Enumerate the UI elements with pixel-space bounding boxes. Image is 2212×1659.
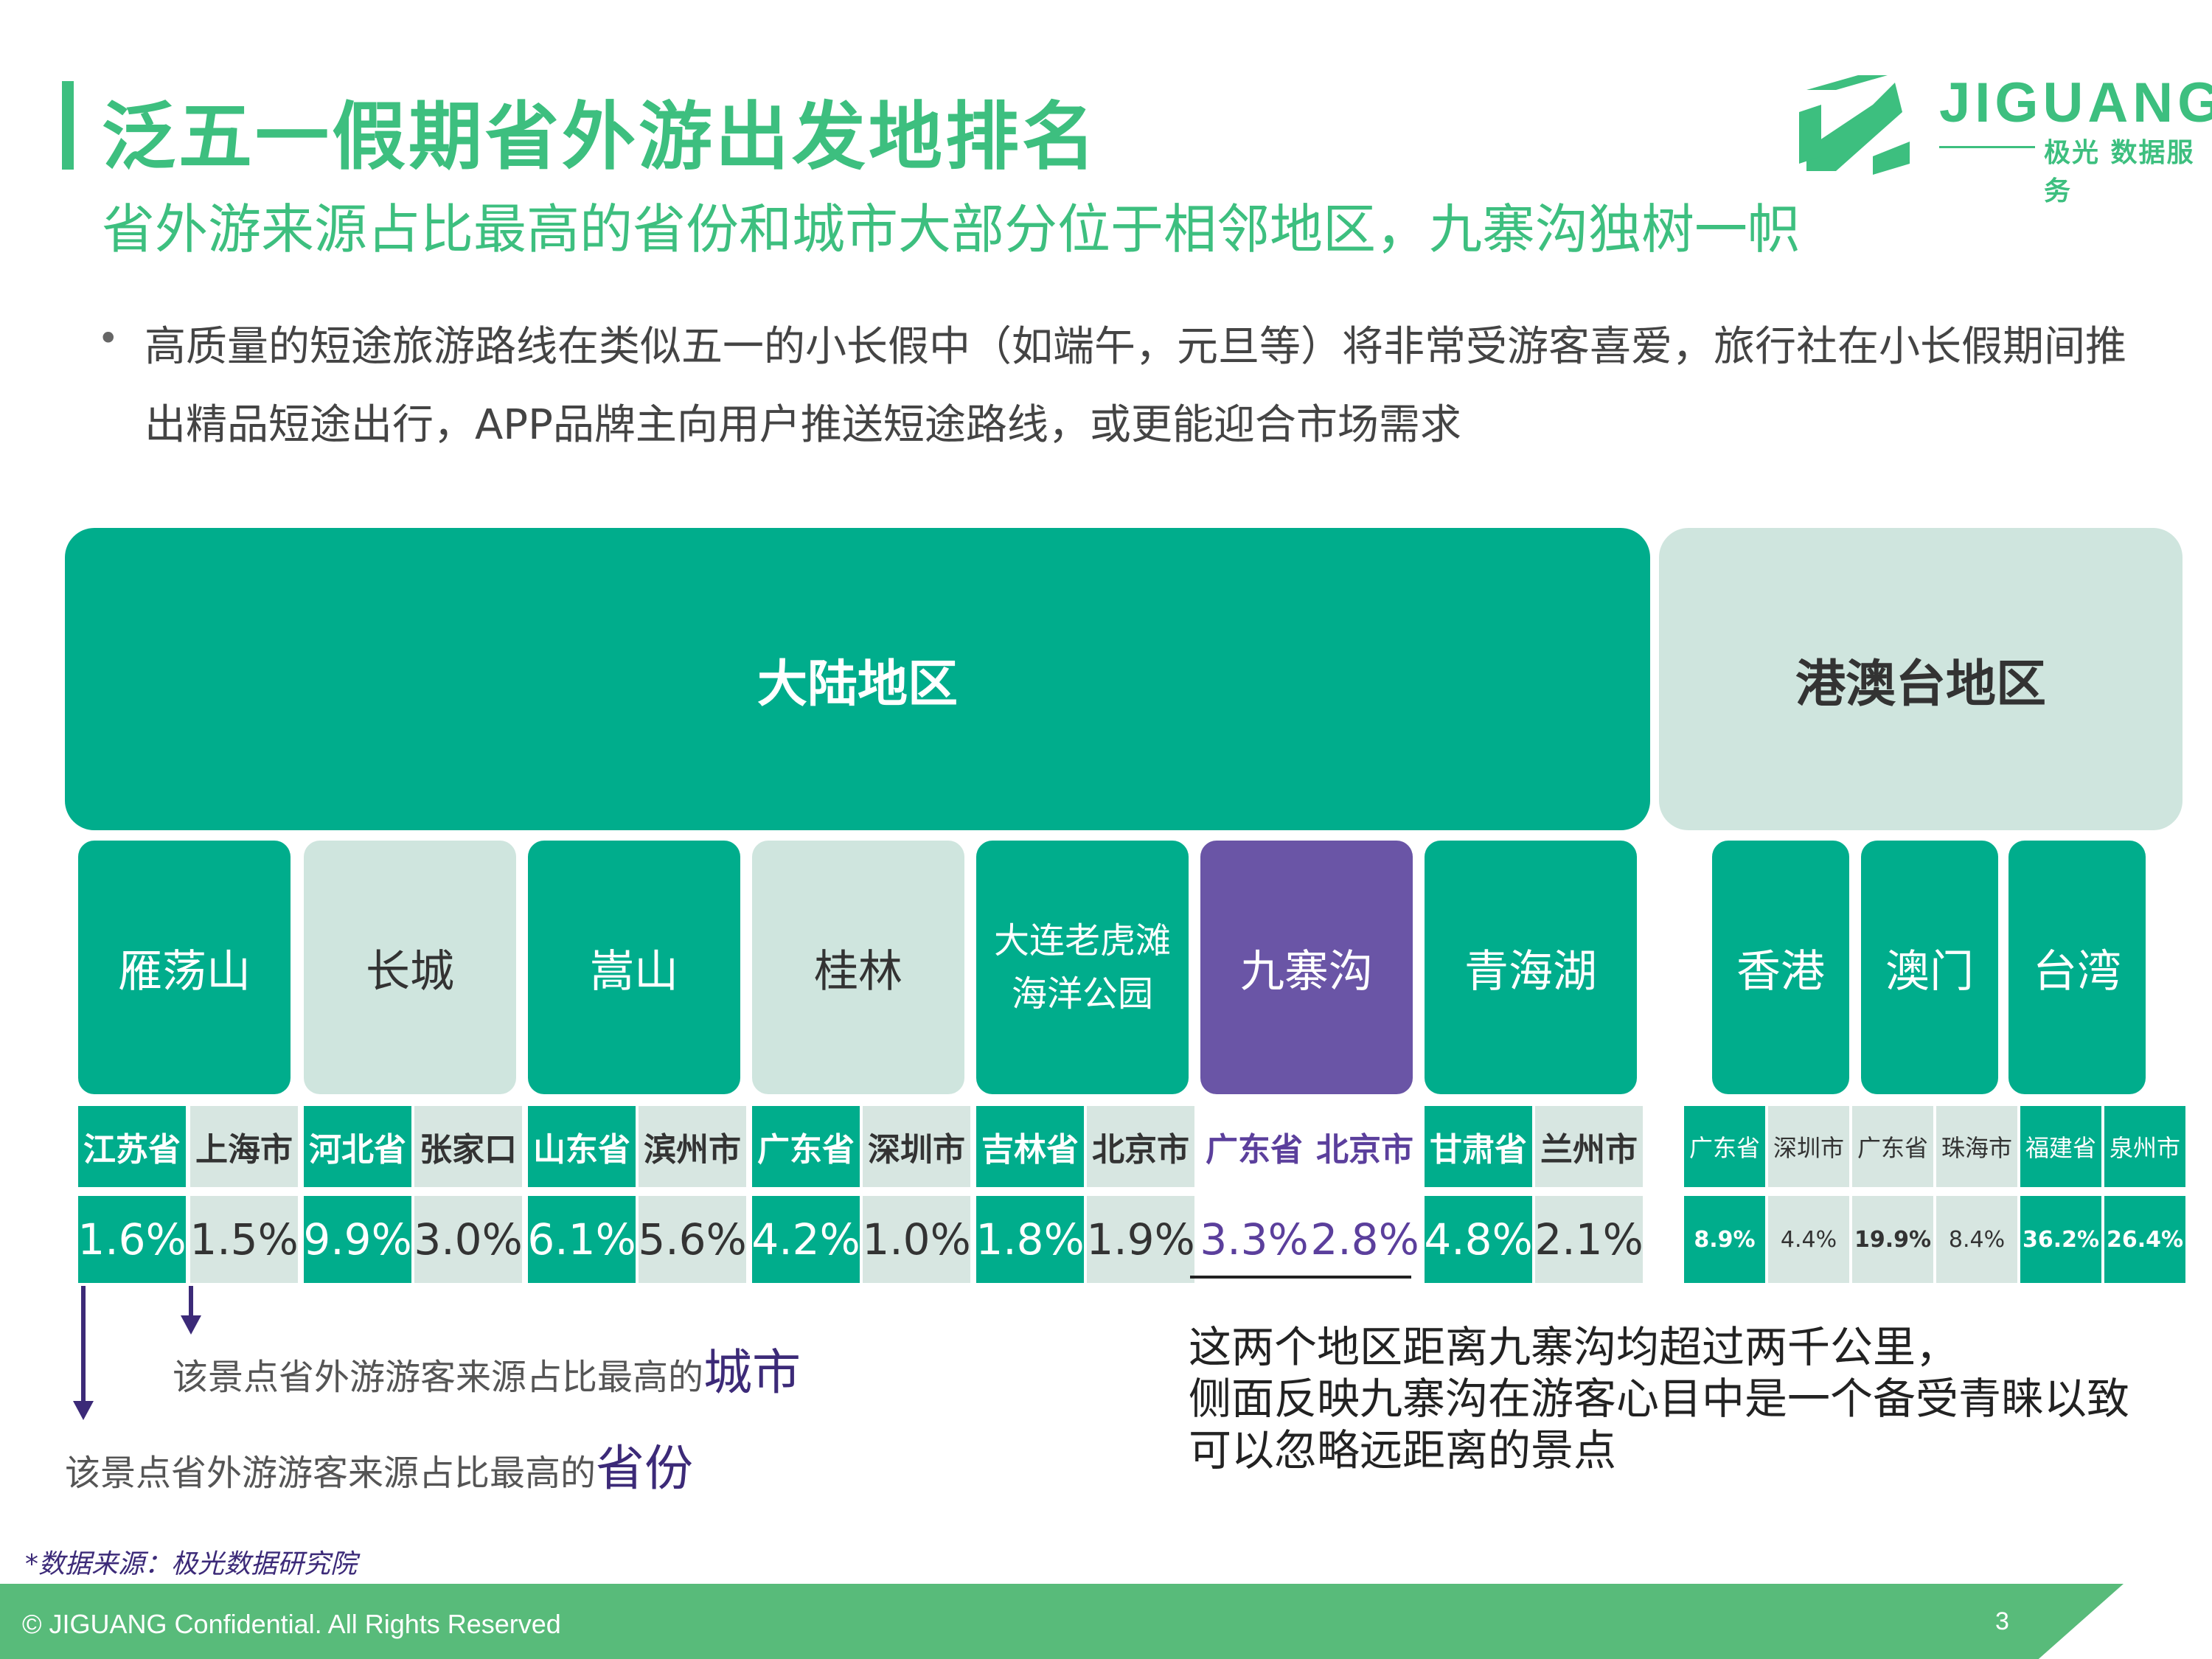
city-cell: 北京市 [1087,1106,1194,1187]
city-share-cell: 1.5% [189,1196,299,1283]
attraction-qinghai-lake: 青海湖 [1425,841,1637,1094]
province-cell: 江苏省 [78,1106,186,1187]
attraction-songshan: 嵩山 [528,841,740,1094]
city-share-cell: 5.6% [638,1196,747,1283]
bullet-text: 高质量的短途旅游路线在类似五一的小长假中（如端午，元旦等）将非常受游客喜爱，旅行… [145,323,2126,449]
province-share-cell: 1.6% [77,1196,187,1283]
province-cell: 广东省 [1200,1106,1308,1187]
province-cell: 山东省 [528,1106,636,1187]
jiuzhaigou-remark: 这两个地区距离九寨沟均超过两千公里， 侧面反映九寨沟在游客心目中是一个备受青睐以… [1189,1321,2177,1476]
province-cell: 福建省 [2020,1106,2101,1187]
province-note: 该景点省外游游客来源占比最高的省份 [65,1429,693,1500]
attraction-dalian-park-label: 大连老虎滩海洋公园 [994,920,1172,1015]
city-cell: 兰州市 [1535,1106,1643,1187]
province-cell: 广东省 [1852,1106,1933,1187]
page-number: 3 [1995,1607,2009,1635]
footer-copyright: © JIGUANG Confidential. All Rights Reser… [22,1609,561,1639]
province-share-cell: 4.8% [1424,1196,1533,1283]
province-share-cell: 36.2% [2020,1196,2101,1283]
city-share-cell: 1.0% [862,1196,971,1283]
province-share-cell: 3.3% [1200,1196,1309,1283]
jiuzhaigou-underline [1190,1276,1411,1279]
attraction-great-wall: 长城 [304,841,516,1094]
attraction-jiuzhaigou: 九寨沟 [1200,841,1413,1094]
city-note-highlight: 城市 [703,1344,801,1401]
city-share-cell: 26.4% [2104,1196,2185,1283]
province-arrow-head-icon [73,1401,94,1420]
remark-line-3: 可以忽略远距离的景点 [1189,1425,1617,1475]
logo-wordmark: JIGUANG [1939,72,2212,134]
attraction-hongkong: 香港 [1712,841,1849,1094]
city-share-cell: 1.9% [1086,1196,1195,1283]
province-share-cell: 1.8% [975,1196,1085,1283]
logo-divider [1939,146,2035,148]
province-share-cell: 8.9% [1684,1196,1765,1283]
province-cell: 广东省 [752,1106,860,1187]
remark-line-2: 侧面反映九寨沟在游客心目中是一个备受青睐以致 [1189,1374,2130,1424]
province-arrow-line [81,1286,86,1404]
attraction-macau: 澳门 [1861,841,1998,1094]
city-share-cell: 4.4% [1768,1196,1849,1283]
city-cell: 深圳市 [863,1106,970,1187]
footer-bar [0,1584,2124,1659]
title-accent-bar [62,81,74,170]
region-mainland: 大陆地区 [65,528,1650,830]
province-share-cell: 9.9% [303,1196,412,1283]
remark-line-1: 这两个地区距离九寨沟均超过两千公里， [1189,1322,1959,1372]
city-share-cell: 3.0% [414,1196,523,1283]
city-share-cell: 2.8% [1310,1196,1419,1283]
logo-tagline: 极光 数据服务 [2044,138,2195,206]
province-cell: 河北省 [304,1106,411,1187]
city-arrow-line [189,1286,193,1317]
bullet-dot: • [97,317,119,360]
city-share-cell: 2.1% [1534,1196,1644,1283]
city-cell: 珠海市 [1936,1106,2017,1187]
region-hmt: 港澳台地区 [1659,528,2183,830]
city-cell: 张家口 [414,1106,522,1187]
city-cell: 上海市 [190,1106,298,1187]
attraction-guilin: 桂林 [752,841,964,1094]
province-share-cell: 4.2% [751,1196,860,1283]
city-cell: 泉州市 [2104,1106,2185,1187]
province-cell: 甘肃省 [1425,1106,1532,1187]
attraction-dalian-park: 大连老虎滩海洋公园 [976,841,1189,1094]
province-cell: 吉林省 [976,1106,1084,1187]
page-subtitle: 省外游来源占比最高的省份和城市大部分位于相邻地区，九寨沟独树一帜 [102,198,1801,260]
attraction-taiwan: 台湾 [2008,841,2146,1094]
city-share-cell: 8.4% [1936,1196,2017,1283]
province-note-highlight: 省份 [596,1440,694,1497]
jiguang-logo-icon [1799,75,1910,175]
data-source: *数据来源：极光数据研究院 [25,1549,358,1579]
province-share-cell: 19.9% [1852,1196,1933,1283]
province-share-cell: 6.1% [527,1196,636,1283]
province-note-prefix: 该景点省外游游客来源占比最高的 [65,1453,597,1494]
attraction-yandangshan: 雁荡山 [78,841,291,1094]
city-note-prefix: 该景点省外游游客来源占比最高的 [173,1357,704,1398]
city-note: 该景点省外游游客来源占比最高的城市 [173,1333,801,1404]
page-title: 泛五一假期省外游出发地排名 [102,94,1099,180]
city-cell: 深圳市 [1768,1106,1849,1187]
city-cell: 北京市 [1311,1106,1419,1187]
city-cell: 滨州市 [639,1106,746,1187]
province-cell: 广东省 [1684,1106,1765,1187]
city-arrow-head-icon [181,1315,201,1335]
